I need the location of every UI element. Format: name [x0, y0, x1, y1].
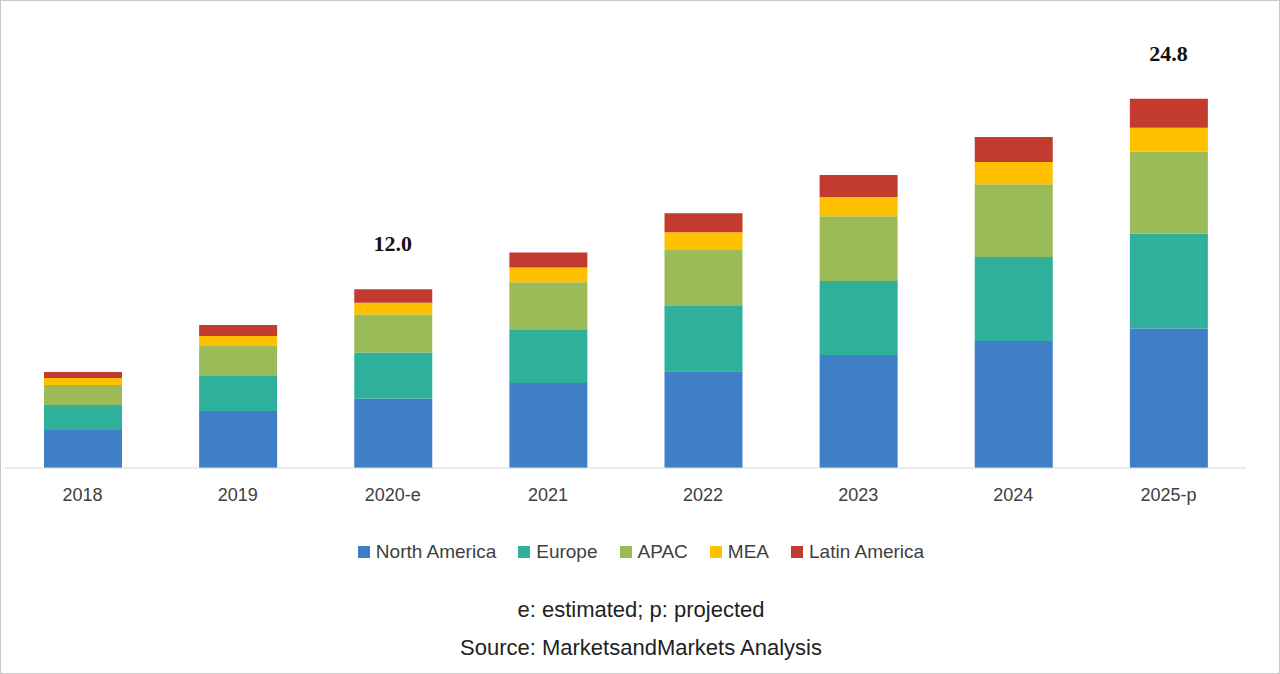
svg-text:2022: 2022 — [683, 485, 723, 505]
svg-text:2025-p: 2025-p — [1140, 485, 1196, 505]
svg-text:2023: 2023 — [838, 485, 878, 505]
svg-text:24.8: 24.8 — [1149, 41, 1188, 66]
html-text:Latin America: Latin America — [809, 541, 925, 562]
html-text:APAC: APAC — [637, 541, 688, 562]
svg-text:2018: 2018 — [63, 485, 103, 505]
svg-text:2021: 2021 — [528, 485, 568, 505]
svg-text:2024: 2024 — [993, 485, 1033, 505]
html-text:North America: North America — [375, 541, 497, 562]
html-text:Europe: Europe — [536, 541, 598, 562]
html-text:e: estimated; p: projected: e: estimated; p: projected — [517, 597, 765, 622]
svg-text:2019: 2019 — [218, 485, 258, 505]
svg-text:12.0: 12.0 — [374, 231, 413, 256]
html-text:Source: MarketsandMarkets Anal: Source: MarketsandMarkets Analysis — [460, 635, 822, 660]
html-text:MEA: MEA — [727, 541, 769, 562]
svg-text:2020-e: 2020-e — [365, 485, 421, 505]
